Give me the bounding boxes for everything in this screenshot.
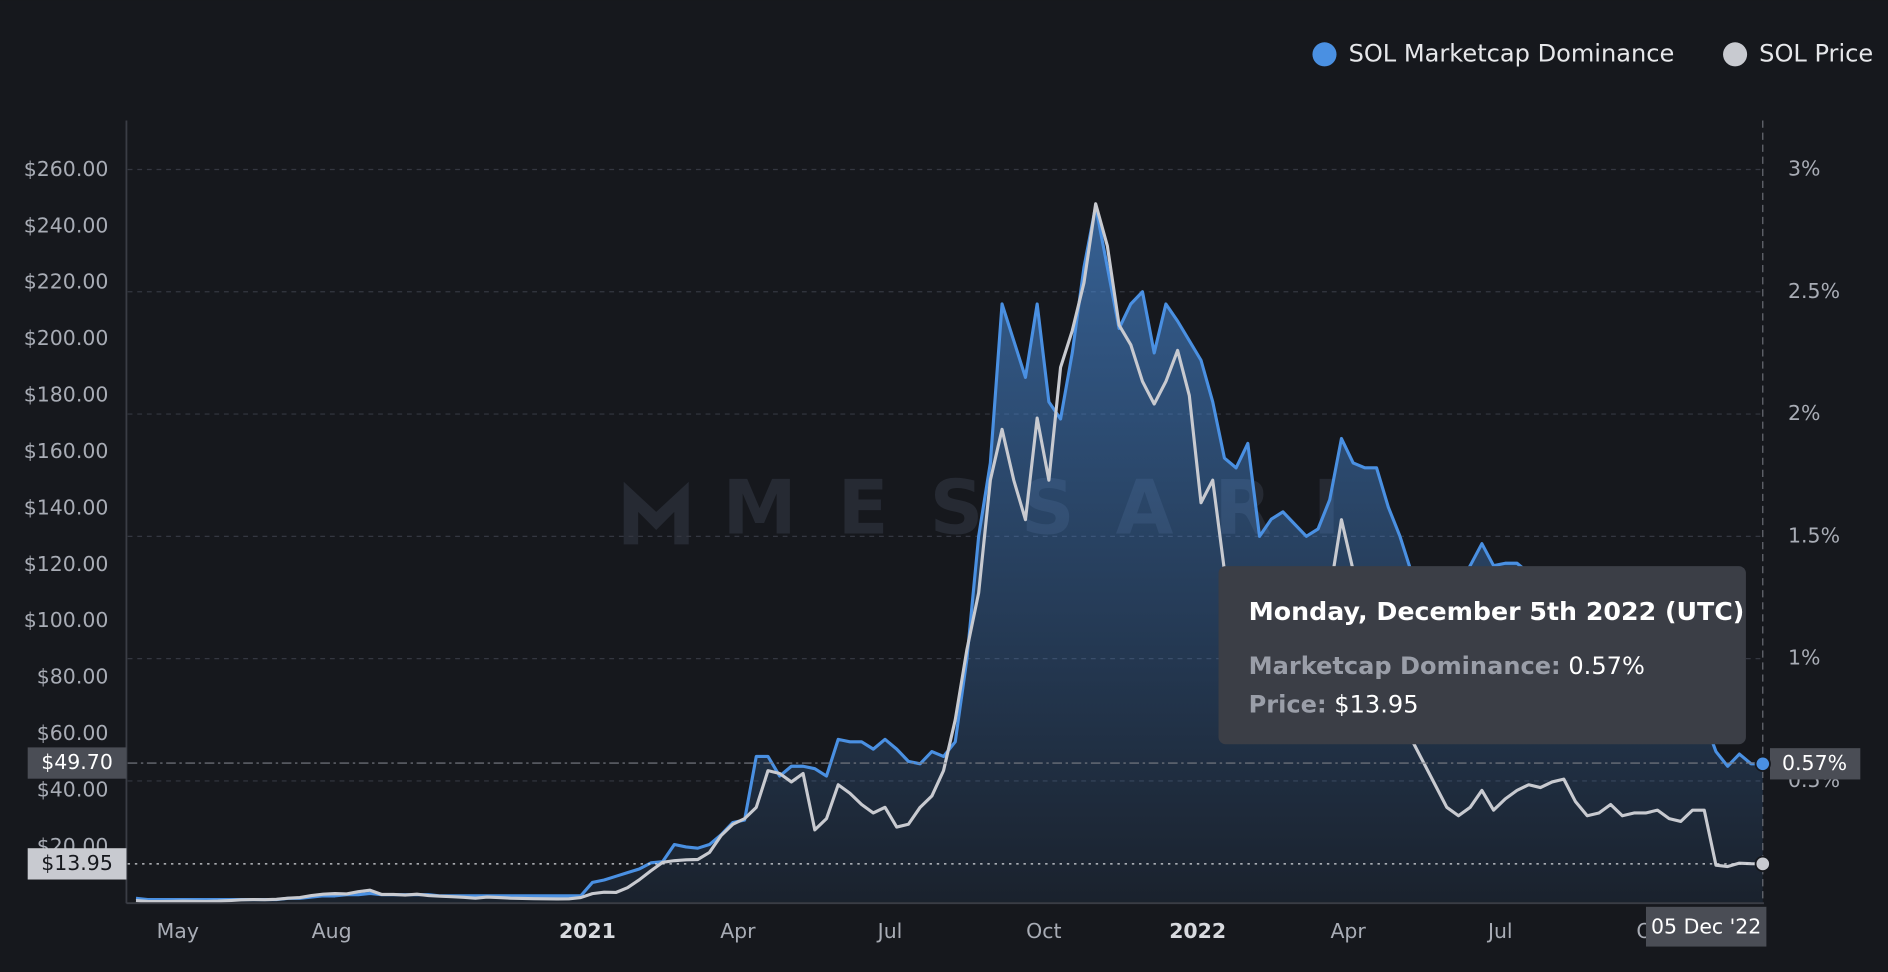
x-tick-label: Jul <box>876 919 903 943</box>
crosshair-y-box <box>27 747 127 779</box>
x-tick-label: May <box>157 919 199 943</box>
legend-label: SOL Price <box>1759 39 1873 67</box>
watermark-logo <box>623 481 689 545</box>
tooltip-row: Price: $13.95 <box>1249 691 1419 719</box>
y-tick-label: $220.00 <box>24 270 109 294</box>
y2-tick-label: 2% <box>1788 401 1820 425</box>
x-tick-label: Apr <box>1330 919 1366 943</box>
legend-swatch <box>1723 42 1748 67</box>
point-marker <box>1754 855 1771 872</box>
crosshair-y-label: $49.70 <box>41 750 113 774</box>
y-tick-label: $80.00 <box>37 665 109 689</box>
y-tick-label: $180.00 <box>24 383 109 407</box>
tooltip-label: Price: <box>1249 691 1327 719</box>
price-box <box>27 848 127 880</box>
y-tick-label: $140.00 <box>24 495 109 519</box>
legend-swatch <box>1312 42 1337 67</box>
y2-tick-label: 1% <box>1788 646 1820 670</box>
x-tick-label: Apr <box>720 919 756 943</box>
tooltip-row: Marketcap Dominance: 0.57% <box>1249 652 1645 680</box>
crosshair-y2-label: 0.57% <box>1782 751 1847 775</box>
point-marker <box>1754 755 1771 772</box>
x-tick-label: Aug <box>312 919 352 943</box>
tooltip-title: Monday, December 5th 2022 (UTC) <box>1249 597 1745 626</box>
y-tick-label: $120.00 <box>24 552 109 576</box>
tooltip-value: 0.57% <box>1568 652 1645 680</box>
tooltip-value: $13.95 <box>1334 691 1418 719</box>
legend-label: SOL Marketcap Dominance <box>1349 39 1675 67</box>
y-tick-label: $40.00 <box>37 777 109 801</box>
tooltip: Monday, December 5th 2022 (UTC) Marketca… <box>1218 566 1746 745</box>
tooltip-label: Marketcap Dominance: <box>1249 652 1561 680</box>
y-tick-label: $60.00 <box>37 721 109 745</box>
y-tick-label: $240.00 <box>24 213 109 237</box>
x-tick-label: 2022 <box>1169 919 1226 943</box>
x-tick-label: Oct <box>1026 919 1061 943</box>
x-tick-label: 2021 <box>559 919 616 943</box>
tooltip-box <box>1218 566 1746 745</box>
crosshair-x-label: 05 Dec '22 <box>1651 914 1761 938</box>
crosshair-y2-box <box>1770 748 1861 780</box>
y2-tick-label: 2.5% <box>1788 279 1840 303</box>
crosshair-x-box <box>1645 906 1767 947</box>
y-tick-label: $160.00 <box>24 439 109 463</box>
y-tick-label: $200.00 <box>24 326 109 350</box>
y2-tick-label: 3% <box>1788 156 1820 180</box>
price-label: $13.95 <box>41 851 113 875</box>
y-tick-label: $260.00 <box>24 157 109 181</box>
x-tick-label: Jul <box>1486 919 1513 943</box>
y2-tick-label: 1.5% <box>1788 523 1840 547</box>
y-tick-label: $100.00 <box>24 608 109 632</box>
line <box>135 202 1763 904</box>
